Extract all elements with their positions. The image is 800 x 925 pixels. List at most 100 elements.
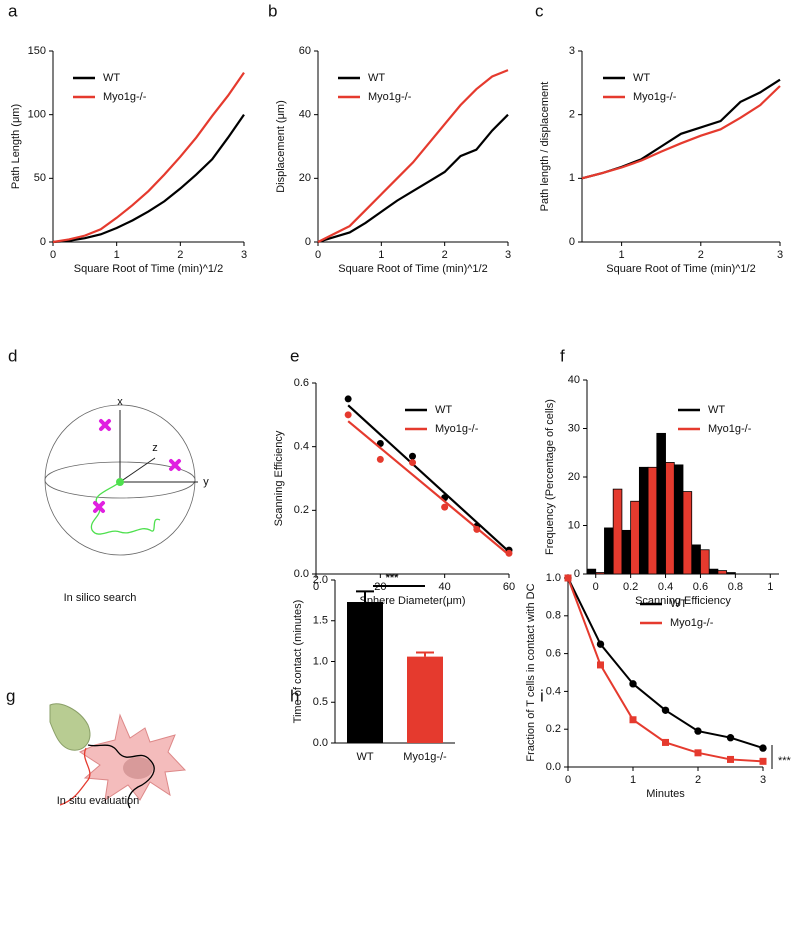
- marker: [694, 749, 702, 757]
- y-tick-label: 20: [299, 172, 311, 184]
- y-tick-label: 0: [574, 568, 580, 580]
- y-tick-label: 0.6: [294, 377, 309, 389]
- marker: [596, 640, 605, 648]
- x-tick-label: 2: [698, 249, 704, 261]
- y-tick-label: 1.0: [313, 655, 328, 667]
- y-axis-label: Path Length (μm): [10, 104, 22, 189]
- dendritic-cell: [78, 713, 187, 802]
- point: [505, 549, 513, 557]
- panel-label: c: [535, 1, 544, 20]
- bar: [630, 500, 640, 575]
- y-tick-label: 0.6: [546, 648, 561, 660]
- line: [317, 69, 509, 243]
- x-tick-label: 1: [767, 581, 773, 593]
- y-tick-label: 0.8: [546, 610, 561, 622]
- y-tick-label: 2: [569, 109, 575, 121]
- y-tick-label: 20: [568, 471, 580, 483]
- legend-label: Myo1g-/-: [103, 91, 147, 103]
- axis: [119, 457, 156, 483]
- line: [317, 113, 509, 244]
- y-tick-label: 2.0: [313, 574, 328, 586]
- y-tick-label: 1: [569, 172, 575, 184]
- bar: [691, 544, 701, 575]
- marker: [564, 574, 572, 582]
- y-tick-label: 60: [299, 45, 311, 57]
- panel-label: e: [290, 346, 299, 365]
- x-axis-label: Square Root of Time (min)^1/2: [606, 263, 755, 275]
- axis-label: x: [117, 396, 123, 408]
- bar: [726, 572, 736, 575]
- legend-label: Myo1g-/-: [435, 423, 479, 435]
- y-tick-label: 50: [34, 172, 46, 184]
- point: [473, 525, 481, 533]
- point: [344, 395, 352, 403]
- y-tick-label: 0.0: [546, 761, 561, 773]
- axis-label: z: [152, 442, 158, 454]
- x-tick-label: 0: [315, 249, 321, 261]
- caption: In situ evaluation: [57, 795, 140, 807]
- x-tick-label: 1: [378, 249, 384, 261]
- y-tick-label: 40: [568, 374, 580, 386]
- legend-label: WT: [103, 72, 120, 84]
- line: [52, 114, 245, 244]
- cell-diagram: g In situ evaluation: [6, 686, 187, 809]
- panel-label: g: [6, 686, 15, 705]
- legend-label: Myo1g-/-: [708, 423, 752, 435]
- x-tick-label: 40: [439, 581, 451, 593]
- bar: [665, 462, 675, 575]
- marker: [629, 680, 637, 688]
- y-axis-label: Displacement (μm): [275, 100, 287, 193]
- fit-line: [347, 404, 510, 553]
- y-tick-label: 0: [40, 236, 46, 248]
- legend-label: WT: [368, 72, 385, 84]
- bar: [347, 602, 383, 743]
- x-tick-label: 1: [114, 249, 120, 261]
- axis-label: y: [203, 476, 209, 488]
- bar: [407, 656, 443, 743]
- bar: [604, 527, 614, 575]
- y-tick-label: 100: [28, 109, 46, 121]
- marker: [726, 734, 735, 742]
- y-tick-label: 150: [28, 45, 46, 57]
- y-tick-label: 0.4: [546, 685, 561, 697]
- bar: [717, 570, 728, 575]
- bar: [612, 488, 623, 575]
- bar: [708, 568, 719, 575]
- x-tick-label: Myo1g-/-: [403, 751, 447, 763]
- marker: [759, 744, 767, 752]
- bar: [656, 432, 666, 575]
- line: [581, 78, 781, 180]
- marker: [759, 757, 767, 765]
- y-tick-label: 0: [569, 236, 575, 248]
- panel-label: i: [540, 686, 544, 705]
- t-cell: [49, 703, 91, 751]
- x-tick-label: 0.2: [623, 581, 638, 593]
- line: [52, 72, 245, 244]
- nucleus: [123, 757, 153, 779]
- x-tick-label: 0: [50, 249, 56, 261]
- x-tick-label: 0: [313, 581, 319, 593]
- panel-label: d: [8, 346, 17, 365]
- x-tick-label: 0.8: [728, 581, 743, 593]
- marker: [629, 716, 637, 724]
- y-tick-label: 0.2: [294, 504, 309, 516]
- targets: [93, 419, 181, 513]
- x-tick-label: 2: [695, 774, 701, 786]
- y-axis-label: Frequency (Percentage of cells): [544, 399, 556, 555]
- y-tick-label: 0: [305, 236, 311, 248]
- sphere-diagram: d x z y In silico search: [8, 346, 209, 603]
- x-tick-label: 3: [760, 774, 766, 786]
- significance: ***: [386, 572, 400, 584]
- x-tick-label: 3: [777, 249, 783, 261]
- point: [376, 455, 384, 463]
- track: [59, 747, 91, 806]
- legend-label: WT: [633, 72, 650, 84]
- panel-label: h: [290, 686, 299, 705]
- y-tick-label: 0.5: [313, 696, 328, 708]
- caption: In silico search: [64, 592, 137, 604]
- marker: [597, 661, 604, 669]
- track: [87, 744, 155, 809]
- x-tick-label: WT: [356, 751, 373, 763]
- x-tick-label: 3: [241, 249, 247, 261]
- marker: [662, 738, 669, 746]
